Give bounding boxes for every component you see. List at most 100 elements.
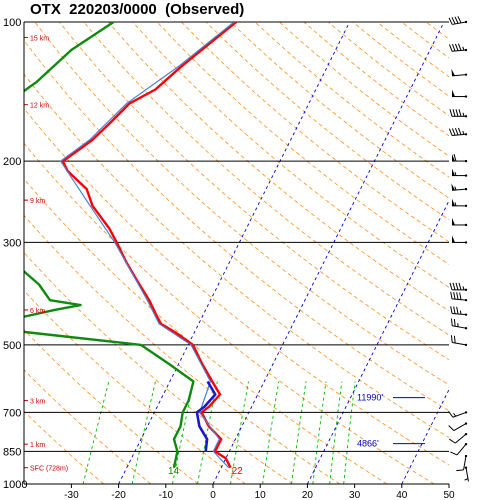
wind-barb-feather [458, 109, 462, 117]
mixing-ratio-line [197, 381, 218, 484]
height-label: 9 km [30, 198, 45, 205]
mixing-ratio-line [329, 381, 343, 484]
mixing-ratio-line [343, 381, 356, 484]
dewpoint-line [24, 22, 195, 468]
pressure-tick-label: 300 [3, 237, 21, 249]
wind-barb-flag [452, 218, 455, 225]
temperature-tick-label: 0 [210, 490, 216, 500]
wind-barb-feather [448, 128, 453, 136]
isotherm-line [212, 22, 445, 484]
wind-barb [456, 454, 468, 472]
wind-barb [448, 411, 468, 418]
height-label: 12 km [30, 103, 49, 110]
dry-adiabat [132, 22, 449, 288]
wind-barb-staff [456, 443, 467, 456]
wind-barb [452, 153, 468, 163]
mixing-ratio-line [82, 381, 110, 484]
wind-barb-station [464, 204, 468, 208]
dry-adiabat [24, 39, 449, 412]
level-height-label: 11990' [357, 393, 383, 403]
height-label: 6 km [30, 308, 45, 315]
wind-barb-staff [452, 21, 467, 25]
wind-barb-staff [452, 411, 467, 418]
wind-barb-station [464, 442, 468, 446]
wind-barb-staff [452, 325, 467, 329]
temperature-line [61, 22, 238, 469]
dry-adiabat [83, 22, 449, 336]
wind-barb [464, 466, 469, 482]
wind-barb [450, 306, 468, 316]
wind-barb-half-feather [462, 130, 465, 135]
wind-barb-station [464, 223, 468, 227]
wind-barb [450, 335, 468, 347]
wind-barb-feather [449, 109, 453, 117]
wind-barb-staff [463, 455, 467, 470]
wind-barb-feather [450, 335, 453, 343]
wind-barb-feather [450, 451, 458, 456]
wind-barb-station [464, 20, 468, 24]
dry-adiabat [24, 290, 246, 484]
wind-barb-feather [448, 411, 454, 418]
wind-barb-station [464, 115, 468, 118]
temperature-tick-label: 30 [349, 490, 361, 500]
wind-barb-flag [452, 168, 455, 176]
isotherm-line [306, 199, 449, 484]
wind-barb-feather [450, 291, 453, 300]
wind-barb-half-feather [454, 171, 457, 176]
wind-barb-feather [453, 318, 456, 327]
wind-barb-feather [455, 282, 459, 290]
chart-title: OTX 220203/0000 (Observed) [30, 1, 245, 18]
wind-barb-feather [449, 282, 453, 290]
wind-barb [450, 442, 468, 456]
wind-barb-station [464, 326, 468, 330]
wind-barb [452, 168, 468, 177]
wind-barb [448, 432, 468, 444]
temperature-tick-label: -30 [64, 490, 79, 500]
wind-barb-station [464, 159, 468, 163]
wind-barb-flag [452, 154, 455, 162]
wind-barb-station [464, 133, 468, 136]
dry-adiabat [24, 73, 449, 439]
dry-adiabat [107, 22, 449, 312]
wind-barb-feather [453, 335, 456, 344]
height-label: SFC (728m) [30, 466, 68, 473]
pressure-tick-label: 200 [3, 156, 21, 168]
wind-barb-feather [452, 282, 456, 290]
virtual-temperature-line [59, 22, 235, 469]
wind-barb-feather [450, 318, 453, 326]
mixing-ratio-line [172, 381, 195, 484]
pressure-tick-label: 700 [3, 407, 21, 419]
wind-barb-feather [453, 153, 457, 162]
wind-barb-staff [452, 298, 467, 301]
wind-barb-staff [465, 467, 469, 482]
temperature-tick-label: 20 [302, 490, 314, 500]
wind-barb-staff [452, 342, 467, 346]
wind-barb [452, 89, 468, 98]
mixing-ratio-line [230, 381, 249, 484]
dry-adiabat [181, 22, 449, 243]
wind-barb-half-feather [462, 46, 465, 51]
pressure-tick-label: 1000 [3, 479, 27, 491]
isotherm-line [401, 388, 449, 484]
wind-barb-station [464, 95, 468, 98]
wind-barb-station [464, 343, 468, 347]
wet-bulb-temperature-line [195, 380, 217, 452]
wind-barb [448, 422, 468, 432]
temperature-tick-label: 40 [396, 490, 408, 500]
pressure-tick-label: 500 [3, 340, 21, 352]
surface-temperature-label: 22 [232, 466, 244, 477]
mixing-ratio-line [312, 381, 327, 484]
wind-barb [450, 291, 468, 302]
wind-barb-staff [454, 433, 467, 444]
wind-barb-station [464, 241, 468, 244]
temperature-tick-label: 50 [443, 490, 455, 500]
wind-barb-feather [453, 306, 456, 314]
wind-barb-feather [457, 43, 462, 51]
pressure-tick-label: 100 [3, 17, 21, 29]
wind-barb-half-feather [464, 478, 469, 481]
wind-barb-feather [452, 109, 456, 117]
height-label: 1 km [30, 442, 45, 449]
wind-barb-half-feather [454, 202, 457, 206]
wind-barb-feather [457, 127, 462, 135]
